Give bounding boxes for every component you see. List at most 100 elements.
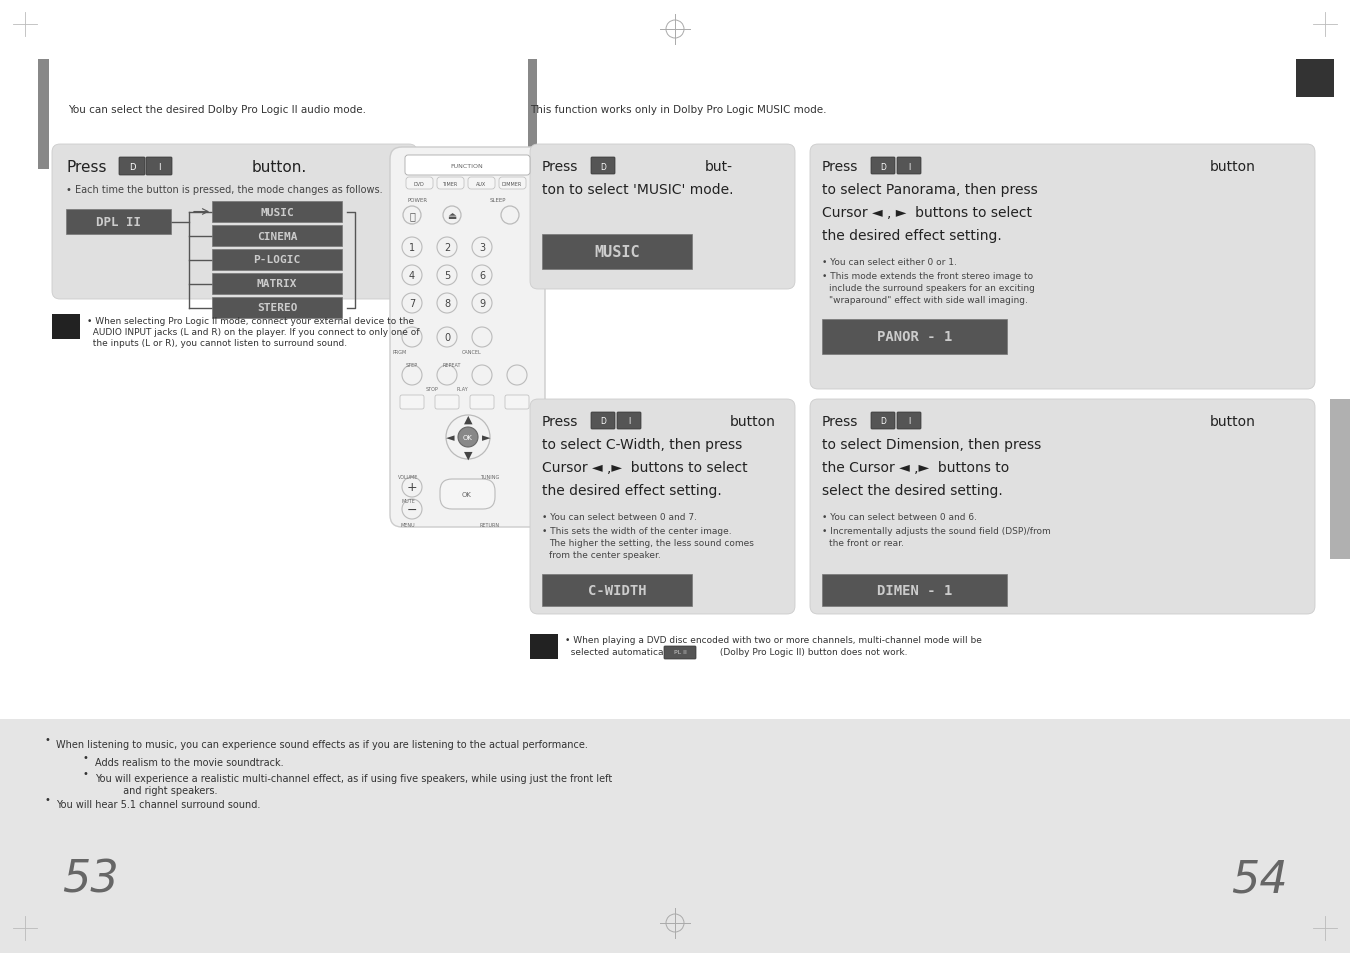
FancyBboxPatch shape: [53, 145, 417, 299]
FancyBboxPatch shape: [896, 158, 921, 174]
Text: STOP: STOP: [425, 387, 439, 392]
Text: MUTE: MUTE: [401, 499, 414, 504]
Bar: [212, 250, 342, 271]
FancyBboxPatch shape: [390, 148, 545, 527]
Text: FUNCTION: FUNCTION: [451, 163, 483, 169]
Text: 8: 8: [444, 298, 450, 309]
FancyBboxPatch shape: [400, 395, 424, 410]
Text: to select C-Width, then press: to select C-Width, then press: [541, 437, 742, 452]
Bar: [1296, 60, 1334, 98]
Text: • This sets the width of the center image.: • This sets the width of the center imag…: [541, 527, 732, 536]
Text: C-WIDTH: C-WIDTH: [587, 583, 647, 598]
Text: AUX: AUX: [475, 181, 486, 186]
Text: button: button: [730, 415, 776, 429]
FancyBboxPatch shape: [531, 399, 795, 615]
Bar: [822, 319, 1007, 355]
Text: "wraparound" effect with side wall imaging.: "wraparound" effect with side wall imagi…: [829, 296, 1027, 305]
Text: 2: 2: [444, 243, 450, 253]
Bar: [822, 575, 1007, 606]
Bar: [212, 226, 342, 247]
Text: SLEEP: SLEEP: [490, 197, 506, 202]
Text: the inputs (L or R), you cannot listen to surround sound.: the inputs (L or R), you cannot listen t…: [86, 339, 347, 348]
FancyBboxPatch shape: [505, 395, 529, 410]
Text: PL II: PL II: [674, 650, 686, 655]
Text: from the center speaker.: from the center speaker.: [549, 551, 660, 560]
FancyBboxPatch shape: [146, 158, 171, 175]
Text: 54: 54: [1231, 858, 1288, 901]
Text: 7: 7: [409, 298, 416, 309]
Bar: [212, 274, 342, 294]
FancyBboxPatch shape: [500, 178, 526, 190]
Text: • This mode extends the front stereo image to: • This mode extends the front stereo ima…: [822, 273, 1033, 281]
Text: Cursor ◄ , ►  buttons to select: Cursor ◄ , ► buttons to select: [822, 206, 1031, 220]
FancyBboxPatch shape: [468, 178, 495, 190]
FancyBboxPatch shape: [406, 178, 433, 190]
FancyBboxPatch shape: [896, 413, 921, 430]
FancyBboxPatch shape: [531, 145, 795, 290]
Text: REPEAT: REPEAT: [443, 363, 462, 368]
Text: STEREO: STEREO: [256, 303, 297, 314]
Bar: [528, 60, 537, 170]
FancyBboxPatch shape: [810, 145, 1315, 390]
Text: D: D: [599, 162, 606, 172]
Text: the Cursor ◄ ,►  buttons to: the Cursor ◄ ,► buttons to: [822, 460, 1010, 475]
Text: Press: Press: [541, 160, 578, 173]
FancyBboxPatch shape: [405, 156, 531, 175]
FancyBboxPatch shape: [591, 413, 616, 430]
Text: •: •: [82, 768, 89, 779]
Text: DIMMER: DIMMER: [502, 181, 522, 186]
Text: DIMEN - 1: DIMEN - 1: [876, 583, 952, 598]
Text: +: +: [406, 481, 417, 494]
Text: • When playing a DVD disc encoded with two or more channels, multi-channel mode : • When playing a DVD disc encoded with t…: [566, 636, 981, 645]
Text: P-LOGIC: P-LOGIC: [254, 255, 301, 265]
Text: •: •: [45, 734, 50, 744]
Circle shape: [458, 428, 478, 448]
Text: the desired effect setting.: the desired effect setting.: [541, 483, 722, 497]
Text: ▲: ▲: [464, 415, 472, 424]
Text: ton to select 'MUSIC' mode.: ton to select 'MUSIC' mode.: [541, 183, 733, 196]
FancyBboxPatch shape: [664, 646, 697, 659]
Bar: [531, 635, 558, 659]
Text: I: I: [628, 417, 630, 426]
Text: STEP: STEP: [406, 363, 418, 368]
Text: to select Panorama, then press: to select Panorama, then press: [822, 183, 1038, 196]
Text: CANCEL: CANCEL: [462, 350, 482, 355]
Bar: [541, 234, 693, 270]
FancyBboxPatch shape: [871, 158, 895, 174]
Bar: [1330, 399, 1350, 559]
Text: Cursor ◄ ,►  buttons to select: Cursor ◄ ,► buttons to select: [541, 460, 748, 475]
Text: ◄: ◄: [446, 433, 454, 442]
Text: DVD: DVD: [413, 181, 424, 186]
FancyBboxPatch shape: [591, 158, 616, 174]
Text: button.: button.: [252, 159, 308, 174]
Text: Press: Press: [822, 415, 859, 429]
Text: 5: 5: [444, 271, 450, 281]
Bar: [212, 202, 342, 223]
Text: PLAY: PLAY: [456, 387, 468, 392]
Text: selected automatically and         (Dolby Pro Logic II) button does not work.: selected automatically and (Dolby Pro Lo…: [566, 648, 907, 657]
Text: D: D: [599, 417, 606, 426]
Text: ▼: ▼: [464, 451, 472, 460]
Text: I: I: [907, 417, 910, 426]
Text: Press: Press: [822, 160, 859, 173]
Text: •: •: [82, 752, 89, 762]
FancyBboxPatch shape: [119, 158, 144, 175]
Text: •: •: [45, 794, 50, 804]
Text: • When selecting Pro Logic II mode, connect your external device to the: • When selecting Pro Logic II mode, conn…: [86, 317, 414, 326]
FancyBboxPatch shape: [437, 178, 464, 190]
Text: OK: OK: [463, 435, 472, 440]
Text: I: I: [907, 162, 910, 172]
Text: ⏻: ⏻: [409, 211, 414, 221]
Text: ⏏: ⏏: [447, 211, 456, 221]
FancyBboxPatch shape: [810, 399, 1315, 615]
FancyBboxPatch shape: [435, 395, 459, 410]
Text: DPL II: DPL II: [96, 215, 140, 229]
Text: D: D: [128, 162, 135, 172]
Bar: [0, 720, 1350, 953]
Text: • You can select between 0 and 6.: • You can select between 0 and 6.: [822, 513, 977, 522]
Text: the front or rear.: the front or rear.: [829, 539, 904, 548]
Text: button: button: [1210, 415, 1256, 429]
Text: When listening to music, you can experience sound effects as if you are listenin: When listening to music, you can experie…: [55, 740, 587, 749]
Text: The higher the setting, the less sound comes: The higher the setting, the less sound c…: [549, 539, 753, 548]
Bar: [38, 60, 49, 170]
